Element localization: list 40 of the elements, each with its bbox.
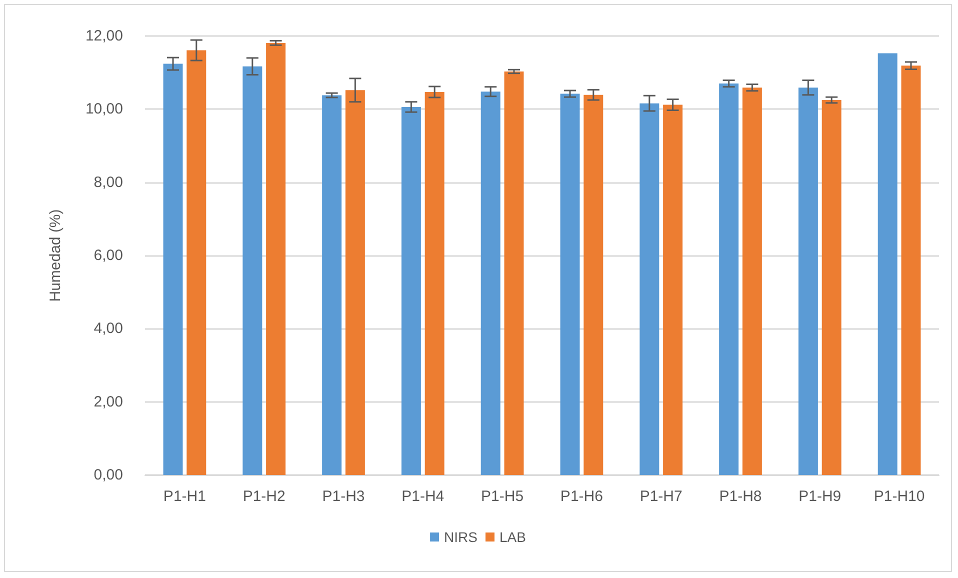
bar (163, 64, 183, 475)
bar (504, 71, 524, 475)
bar (345, 90, 365, 475)
y-tick-label: 10,00 (85, 100, 123, 118)
y-axis-title: Humedad (%) (47, 209, 64, 302)
bar (560, 94, 580, 475)
bar (901, 66, 921, 475)
y-tick-label: 2,00 (94, 393, 123, 410)
bar (719, 84, 739, 475)
bar (322, 95, 342, 475)
bar (584, 94, 604, 475)
x-tick-label: P1-H4 (402, 488, 444, 505)
bar (822, 100, 842, 475)
y-tick-label: 6,00 (94, 247, 123, 264)
bar (424, 92, 444, 475)
bar (742, 88, 762, 475)
y-tick-label: 0,00 (94, 466, 123, 484)
y-tick-label: 4,00 (94, 320, 123, 338)
x-tick-label: P1-H1 (163, 488, 206, 505)
x-tick-label: P1-H8 (719, 488, 762, 505)
bar (663, 104, 683, 475)
x-tick-label: P1-H3 (322, 488, 365, 505)
y-tick-label: 12,00 (85, 28, 123, 44)
legend-label: LAB (499, 529, 526, 545)
legend-label: NIRS (444, 529, 478, 545)
bar (480, 92, 500, 475)
bar (401, 106, 421, 475)
y-tick-label: 8,00 (94, 174, 123, 191)
bar (640, 103, 660, 475)
x-tick-label: P1-H7 (640, 488, 682, 505)
bar (798, 88, 818, 475)
bar (186, 50, 206, 475)
x-tick-label: P1-H10 (874, 488, 925, 505)
bar (878, 53, 898, 475)
x-tick-label: P1-H5 (481, 488, 524, 505)
x-tick-label: P1-H9 (798, 488, 842, 505)
x-tick-label: P1-H6 (560, 488, 603, 505)
bar (266, 42, 286, 475)
bar (242, 66, 262, 475)
x-tick-label: P1-H2 (242, 488, 286, 505)
